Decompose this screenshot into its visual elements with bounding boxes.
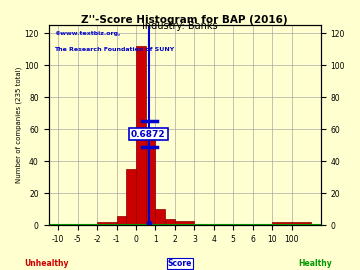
Y-axis label: Number of companies (235 total): Number of companies (235 total) xyxy=(15,67,22,183)
Bar xyxy=(156,210,165,225)
Bar xyxy=(272,222,292,225)
Text: ©www.textbiz.org,: ©www.textbiz.org, xyxy=(54,31,120,36)
Bar xyxy=(214,224,233,225)
Text: Healthy: Healthy xyxy=(298,259,332,268)
Text: Score: Score xyxy=(168,259,192,268)
Bar xyxy=(78,224,97,225)
Bar xyxy=(97,222,117,225)
Bar xyxy=(136,46,146,225)
Bar xyxy=(117,216,136,225)
Bar xyxy=(165,219,175,225)
Bar xyxy=(292,222,311,225)
Bar xyxy=(175,221,194,225)
Title: Z''-Score Histogram for BAP (2016): Z''-Score Histogram for BAP (2016) xyxy=(81,15,288,25)
Bar xyxy=(233,224,253,225)
Bar xyxy=(194,224,214,225)
Text: Unhealthy: Unhealthy xyxy=(24,259,69,268)
Text: 0.6872: 0.6872 xyxy=(131,130,166,139)
Text: The Research Foundation of SUNY: The Research Foundation of SUNY xyxy=(54,47,174,52)
Text: Industry: Banks: Industry: Banks xyxy=(142,21,218,31)
Bar xyxy=(126,169,136,225)
Bar xyxy=(146,137,156,225)
